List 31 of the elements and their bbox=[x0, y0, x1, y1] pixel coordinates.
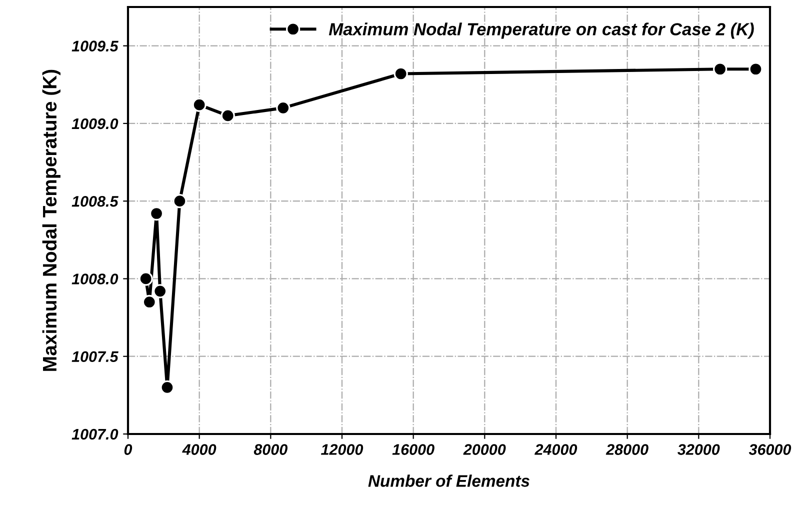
x-axis-title: Number of Elements bbox=[368, 474, 530, 487]
point bbox=[712, 62, 728, 76]
y-tick-label: 1008.5 bbox=[72, 196, 118, 207]
x-tick-label: 24000 bbox=[534, 444, 578, 455]
point bbox=[153, 284, 168, 298]
x-tick-label: 20000 bbox=[463, 444, 506, 455]
y-tick-label: 1007.0 bbox=[72, 428, 118, 440]
point bbox=[276, 100, 290, 116]
x-tick-label: 0 bbox=[124, 444, 132, 455]
point bbox=[172, 194, 187, 208]
x-tick-label: 16000 bbox=[392, 444, 434, 455]
point bbox=[142, 294, 156, 310]
x-tick-label: 8000 bbox=[254, 444, 288, 455]
x-tick-label: 36000 bbox=[748, 444, 792, 455]
y-axis-title: Maximum Nodal Temperature (K) bbox=[42, 70, 60, 371]
point bbox=[220, 108, 235, 123]
point bbox=[748, 62, 763, 76]
point bbox=[394, 66, 408, 81]
point bbox=[138, 272, 153, 286]
y-tick-label: 1009.5 bbox=[72, 40, 118, 52]
point bbox=[149, 206, 164, 221]
x-tick-label: 32000 bbox=[678, 444, 720, 455]
y-tick-label: 1009.0 bbox=[72, 118, 118, 130]
y-tick-label: 1007.5 bbox=[72, 351, 118, 362]
y-tick-label: 1008.0 bbox=[72, 274, 118, 284]
x-tick-label: 12000 bbox=[321, 444, 364, 455]
point bbox=[160, 380, 174, 395]
x-tick-label: 4000 bbox=[182, 444, 216, 455]
x-tick-label: 28000 bbox=[606, 444, 648, 455]
legend-label: Maximum Nodal Temperature on cast for Case 2 (K) bbox=[328, 22, 754, 39]
point bbox=[192, 98, 206, 112]
